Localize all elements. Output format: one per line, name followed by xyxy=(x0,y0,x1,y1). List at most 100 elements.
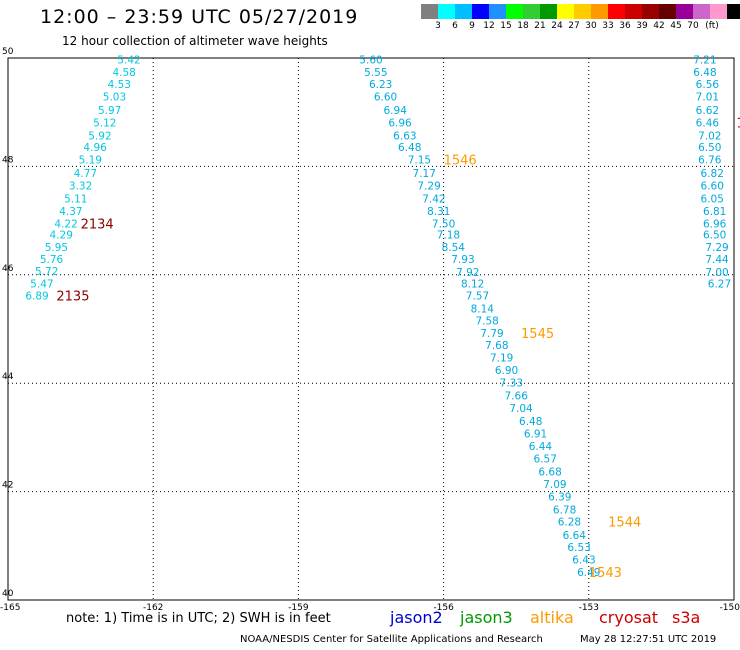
swh-value: 6.48 xyxy=(398,142,421,154)
swh-value: 7.29 xyxy=(705,242,728,254)
swh-value: 6.48 xyxy=(693,67,716,79)
legend-swatch xyxy=(574,4,591,19)
swh-value: 7.02 xyxy=(698,130,721,142)
swh-value: 7.09 xyxy=(543,479,566,491)
swh-value: 4.96 xyxy=(83,142,107,154)
page-subtitle: 12 hour collection of altimeter wave hei… xyxy=(62,34,328,48)
swh-value: 8.54 xyxy=(442,242,466,254)
legend-label: 9 xyxy=(469,21,475,31)
swh-value: 7.93 xyxy=(451,254,474,266)
swh-value: 7.57 xyxy=(466,291,489,303)
legend-swatch xyxy=(642,4,659,19)
legend-swatch xyxy=(608,4,625,19)
swh-value: 6.27 xyxy=(708,278,731,290)
swh-value: 6.28 xyxy=(558,517,581,529)
swh-value: 5.47 xyxy=(30,278,53,290)
swh-value: 7.92 xyxy=(456,267,479,279)
swh-value: 6.82 xyxy=(701,168,724,180)
legend-unit: (ft) xyxy=(705,21,719,31)
legend-swatch xyxy=(727,4,740,19)
swh-value: 7.42 xyxy=(422,194,445,206)
swh-value: 5.03 xyxy=(103,91,126,103)
swh-value: 4.77 xyxy=(74,168,97,180)
swh-value: 6.63 xyxy=(393,130,416,142)
swh-value: 5.19 xyxy=(79,155,102,167)
swh-value: 5.12 xyxy=(93,117,116,129)
swh-value: 5.76 xyxy=(40,254,64,266)
legend-swatch xyxy=(659,4,676,19)
swh-value: 6.76 xyxy=(698,155,722,167)
legend-label: 36 xyxy=(619,21,631,31)
lon-tick-label: -165 xyxy=(0,603,20,613)
swh-value: 7.29 xyxy=(417,181,440,193)
legend-label: 27 xyxy=(568,21,580,31)
swh-value: 7.44 xyxy=(705,254,729,266)
swh-value: 7.18 xyxy=(437,229,460,241)
swh-value: 7.33 xyxy=(500,377,523,389)
satellite-label-s3a: s3a xyxy=(672,608,701,627)
swh-value: 6.05 xyxy=(701,194,724,206)
swh-value: 4.29 xyxy=(50,229,73,241)
lon-tick-label: -156 xyxy=(433,603,454,613)
swh-value: 6.46 xyxy=(696,117,720,129)
swh-value: 6.50 xyxy=(698,142,721,154)
lon-tick-label: -153 xyxy=(579,603,599,613)
swh-value: 6.96 xyxy=(703,219,727,231)
swh-value: 7.50 xyxy=(432,219,455,231)
pass-time-label: 1543 xyxy=(589,566,622,581)
swh-value: 5.92 xyxy=(88,130,111,142)
swh-value: 6.81 xyxy=(703,206,726,218)
swh-value: 6.64 xyxy=(563,530,587,542)
swh-value: 4.58 xyxy=(112,67,135,79)
swh-value: 6.39 xyxy=(548,491,571,503)
swh-value: 6.60 xyxy=(374,91,397,103)
lon-tick-label: -162 xyxy=(143,603,163,613)
footer-credit: NOAA/NESDIS Center for Satellite Applica… xyxy=(240,634,543,645)
swh-value: 5.95 xyxy=(45,242,68,254)
swh-value: 6.90 xyxy=(495,365,518,377)
swh-value: 5.42 xyxy=(117,54,140,66)
pass-time-label: 1544 xyxy=(608,516,641,531)
swh-value: 8.14 xyxy=(471,304,495,316)
swh-value: 6.78 xyxy=(553,504,576,516)
legend-label: 33 xyxy=(602,21,614,31)
legend-label: 30 xyxy=(585,21,597,31)
legend-label: 6 xyxy=(452,21,458,31)
satellite-label-altika: altika xyxy=(530,608,574,627)
legend-labels: 3 6 9 12 15 18 21 24 27 30 33 36 39 42 45 70 (ft) xyxy=(421,19,740,33)
legend-color-bar xyxy=(421,4,740,19)
swh-value: 6.94 xyxy=(384,105,408,117)
swh-value: 7.04 xyxy=(509,403,533,415)
lon-tick-label: -159 xyxy=(288,603,309,613)
swh-value: 6.91 xyxy=(524,428,547,440)
swh-value: 7.15 xyxy=(408,155,431,167)
swh-value: 6.68 xyxy=(538,466,561,478)
lat-tick-label: 50 xyxy=(2,47,14,57)
legend-label: 45 xyxy=(670,21,682,31)
swh-value: 7.00 xyxy=(705,267,728,279)
legend-label: 24 xyxy=(551,21,563,31)
legend-swatch xyxy=(676,4,693,19)
swh-value: 8.31 xyxy=(427,206,450,218)
pass-time-label: 1 xyxy=(736,116,740,131)
lon-tick-label: -150 xyxy=(720,603,740,613)
legend-swatch xyxy=(455,4,472,19)
legend-swatch xyxy=(693,4,710,19)
swh-value: 4.22 xyxy=(54,219,77,231)
lat-tick-label: 46 xyxy=(2,264,14,274)
legend-swatch xyxy=(557,4,574,19)
swh-value: 6.56 xyxy=(696,79,720,91)
swh-value: 6.44 xyxy=(529,441,553,453)
swh-value: 6.96 xyxy=(388,117,412,129)
legend-swatch xyxy=(506,4,523,19)
swh-value: 7.66 xyxy=(505,390,529,402)
swh-value: 6.43 xyxy=(572,555,595,567)
legend-label: 18 xyxy=(517,21,529,31)
legend-label: 15 xyxy=(500,21,512,31)
swh-value: 7.79 xyxy=(480,328,503,340)
footer-timestamp: May 28 12:27:51 UTC 2019 xyxy=(580,634,717,645)
lat-tick-label: 40 xyxy=(2,589,14,599)
swh-value: 7.19 xyxy=(490,353,513,365)
swh-value: 6.23 xyxy=(369,79,392,91)
